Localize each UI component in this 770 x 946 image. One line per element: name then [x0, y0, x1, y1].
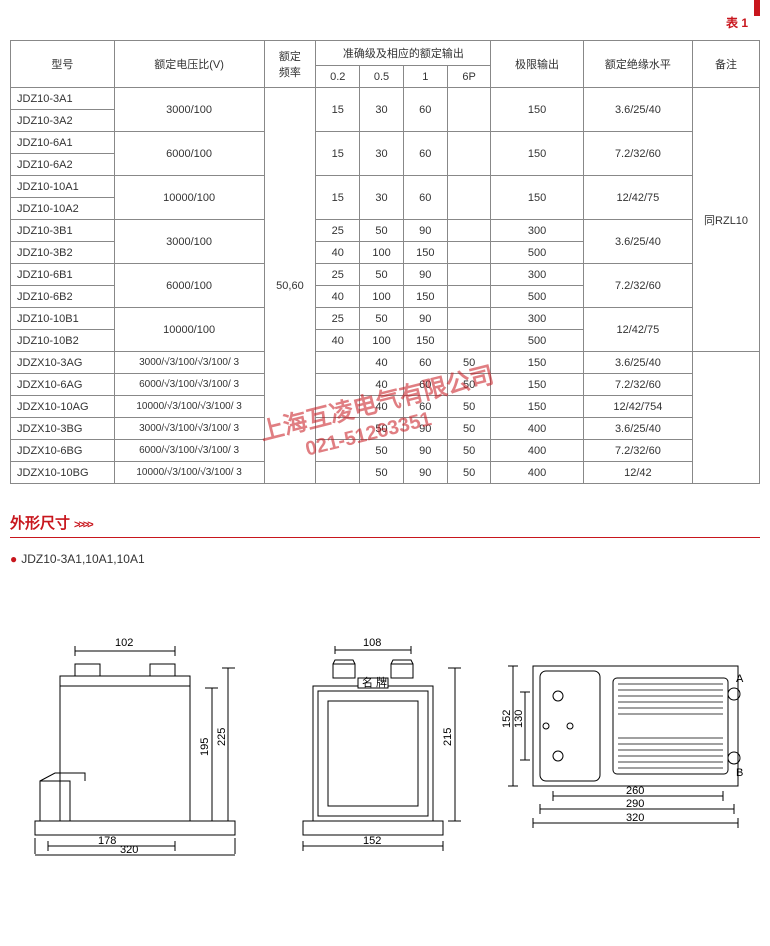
svg-text:152: 152: [501, 710, 513, 728]
table-row: JDZ10-10B110000/10025509030012/42/75: [11, 308, 760, 330]
svg-text:102: 102: [115, 637, 133, 649]
th-sub-0: 0.2: [316, 66, 360, 88]
svg-text:B: B: [736, 767, 743, 779]
th-model: 型号: [11, 41, 115, 88]
section-dimensions: 外形尺寸>>>>: [10, 512, 760, 538]
svg-text:A: A: [736, 673, 744, 685]
th-voltage: 额定电压比(V): [114, 41, 264, 88]
svg-text:320: 320: [626, 812, 644, 824]
th-accuracy: 准确级及相应的额定输出: [316, 41, 491, 66]
table-row: JDZX10-6AG6000/√3/100/√3/100/ 3406050150…: [11, 374, 760, 396]
table-row: JDZ10-3B13000/1002550903003.6/25/40: [11, 220, 760, 242]
th-sub-3: 6P: [447, 66, 491, 88]
dimension-drawings: 102 178 320 195 225 名 牌 108 152 215: [10, 626, 760, 856]
table-row: JDZ10-3A13000/10050,601530601503.6/25/40…: [11, 88, 760, 110]
svg-text:225: 225: [216, 728, 228, 746]
svg-text:290: 290: [626, 798, 644, 810]
th-freq: 额定 频率: [264, 41, 316, 88]
svg-text:178: 178: [98, 835, 116, 847]
subtitle: ●JDZ10-3A1,10A1,10A1: [10, 552, 760, 566]
diagram-side: 名 牌 108 152 215: [273, 626, 467, 856]
svg-text:152: 152: [363, 835, 381, 847]
svg-text:108: 108: [363, 637, 381, 649]
th-sub-2: 1: [403, 66, 447, 88]
svg-text:195: 195: [199, 738, 211, 756]
th-insulation: 额定绝缘水平: [583, 41, 692, 88]
svg-text:名 牌: 名 牌: [362, 675, 387, 689]
svg-text:320: 320: [120, 844, 138, 856]
diagram-top: A B 130 152 260 290 320: [498, 626, 750, 856]
svg-text:215: 215: [442, 728, 454, 746]
th-limit: 极限输出: [491, 41, 583, 88]
table-row: JDZX10-6BG6000/√3/100/√3/100/ 3509050400…: [11, 440, 760, 462]
table-row: JDZX10-3BG3000/√3/100/√3/100/ 3509050400…: [11, 418, 760, 440]
table-row: JDZ10-6A16000/1001530601507.2/32/60: [11, 132, 760, 154]
table-number: 表 1: [726, 14, 748, 31]
table-row: JDZX10-10BG10000/√3/100/√3/100/ 35090504…: [11, 462, 760, 484]
spec-table: 型号 额定电压比(V) 额定 频率 准确级及相应的额定输出 极限输出 额定绝缘水…: [10, 40, 760, 484]
table-row: JDZX10-3AG3000/√3/100/√3/100/ 3406050150…: [11, 352, 760, 374]
svg-text:130: 130: [513, 710, 525, 728]
th-sub-1: 0.5: [360, 66, 404, 88]
th-remarks: 备注: [693, 41, 760, 88]
diagram-front: 102 178 320 195 225: [20, 626, 243, 856]
svg-text:260: 260: [626, 785, 644, 797]
table-row: JDZX10-10AG10000/√3/100/√3/100/ 34060501…: [11, 396, 760, 418]
table-row: JDZ10-6B16000/1002550903007.2/32/60: [11, 264, 760, 286]
table-row: JDZ10-10A110000/10015306015012/42/75: [11, 176, 760, 198]
